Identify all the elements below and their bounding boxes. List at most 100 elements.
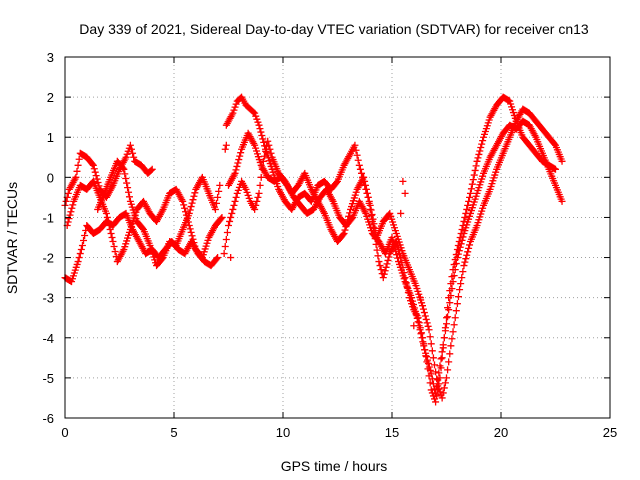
data-point <box>443 314 450 322</box>
data-point <box>226 217 234 225</box>
data-point <box>68 204 76 212</box>
data-point <box>469 176 477 184</box>
data-point <box>558 157 566 165</box>
data-point <box>420 342 428 350</box>
data-point <box>417 330 425 338</box>
data-point <box>62 197 70 205</box>
data-point <box>470 171 478 179</box>
data-point <box>108 234 116 241</box>
data-point <box>339 231 347 239</box>
y-tick-label: -1 <box>42 210 54 225</box>
data-point <box>231 103 239 111</box>
data-point <box>438 354 446 362</box>
data-point <box>252 112 260 120</box>
data-point <box>125 193 133 201</box>
data-point <box>360 177 368 185</box>
data-point <box>408 294 416 302</box>
data-point <box>391 244 399 252</box>
data-point <box>464 248 472 256</box>
data-point <box>130 153 138 161</box>
data-point <box>189 235 197 243</box>
data-point <box>242 185 250 193</box>
data-point <box>422 349 430 357</box>
data-point <box>363 189 371 197</box>
data-point <box>388 234 396 241</box>
data-point <box>260 138 268 146</box>
data-point <box>364 193 372 201</box>
data-point <box>218 213 226 221</box>
data-point <box>445 306 453 314</box>
data-point <box>450 272 458 280</box>
data-point <box>69 201 77 209</box>
data-point <box>366 205 374 213</box>
data-point <box>435 369 443 377</box>
x-tick-label: 15 <box>385 425 399 440</box>
data-point <box>186 206 194 214</box>
data-point <box>264 137 272 145</box>
data-point <box>413 314 421 322</box>
data-point <box>444 366 452 374</box>
data-point <box>355 161 363 169</box>
data-point <box>222 236 230 244</box>
data-point <box>458 236 466 244</box>
data-point <box>235 156 243 164</box>
data-point <box>67 208 75 216</box>
data-point <box>187 228 195 236</box>
data-point <box>448 285 456 293</box>
data-point <box>81 231 89 239</box>
data-point <box>179 197 187 205</box>
data-point <box>365 199 373 207</box>
data-point <box>110 243 118 251</box>
data-point <box>233 189 241 197</box>
y-tick-label: 2 <box>47 90 54 105</box>
data-point <box>380 270 388 278</box>
data-point <box>434 386 442 394</box>
data-point <box>446 299 454 307</box>
data-point <box>121 170 129 178</box>
data-point <box>399 177 407 185</box>
data-point <box>429 354 437 362</box>
data-point <box>427 386 435 394</box>
data-point <box>191 189 199 197</box>
data-point <box>230 106 238 114</box>
data-point <box>256 181 264 189</box>
data-point <box>90 165 98 173</box>
data-point <box>111 248 119 256</box>
data-point <box>436 362 444 370</box>
data-point <box>75 155 83 163</box>
tick-marks <box>64 56 611 419</box>
data-point <box>182 208 190 216</box>
y-tick-label: -6 <box>42 411 54 426</box>
data-point <box>188 232 196 240</box>
data-point <box>424 356 432 364</box>
data-point <box>232 100 240 108</box>
data-point <box>74 258 82 266</box>
data-point <box>215 187 223 195</box>
data-point <box>231 197 239 205</box>
data-point <box>416 294 424 302</box>
data-point <box>443 320 450 328</box>
data-point <box>352 146 360 154</box>
data-point <box>441 327 449 335</box>
data-point <box>452 307 460 315</box>
data-point <box>552 165 559 173</box>
data-point <box>228 209 236 217</box>
data-point <box>432 368 440 376</box>
data-point <box>474 154 482 162</box>
data-point <box>449 278 457 286</box>
data-point <box>251 109 259 117</box>
data-point <box>191 242 199 250</box>
data-point <box>458 274 466 282</box>
data-point <box>353 151 361 159</box>
data-point <box>451 314 459 322</box>
data-point <box>440 384 448 392</box>
data-point <box>463 205 471 213</box>
data-point <box>425 363 433 371</box>
data-point <box>476 147 484 155</box>
data-point <box>251 205 259 213</box>
data-point <box>440 334 448 342</box>
y-tick-labels: -6 -5 -4 -3 -2 -1 0 1 2 3 <box>42 50 54 426</box>
data-point <box>261 142 269 150</box>
data-point <box>217 215 225 223</box>
data-point <box>381 267 389 275</box>
